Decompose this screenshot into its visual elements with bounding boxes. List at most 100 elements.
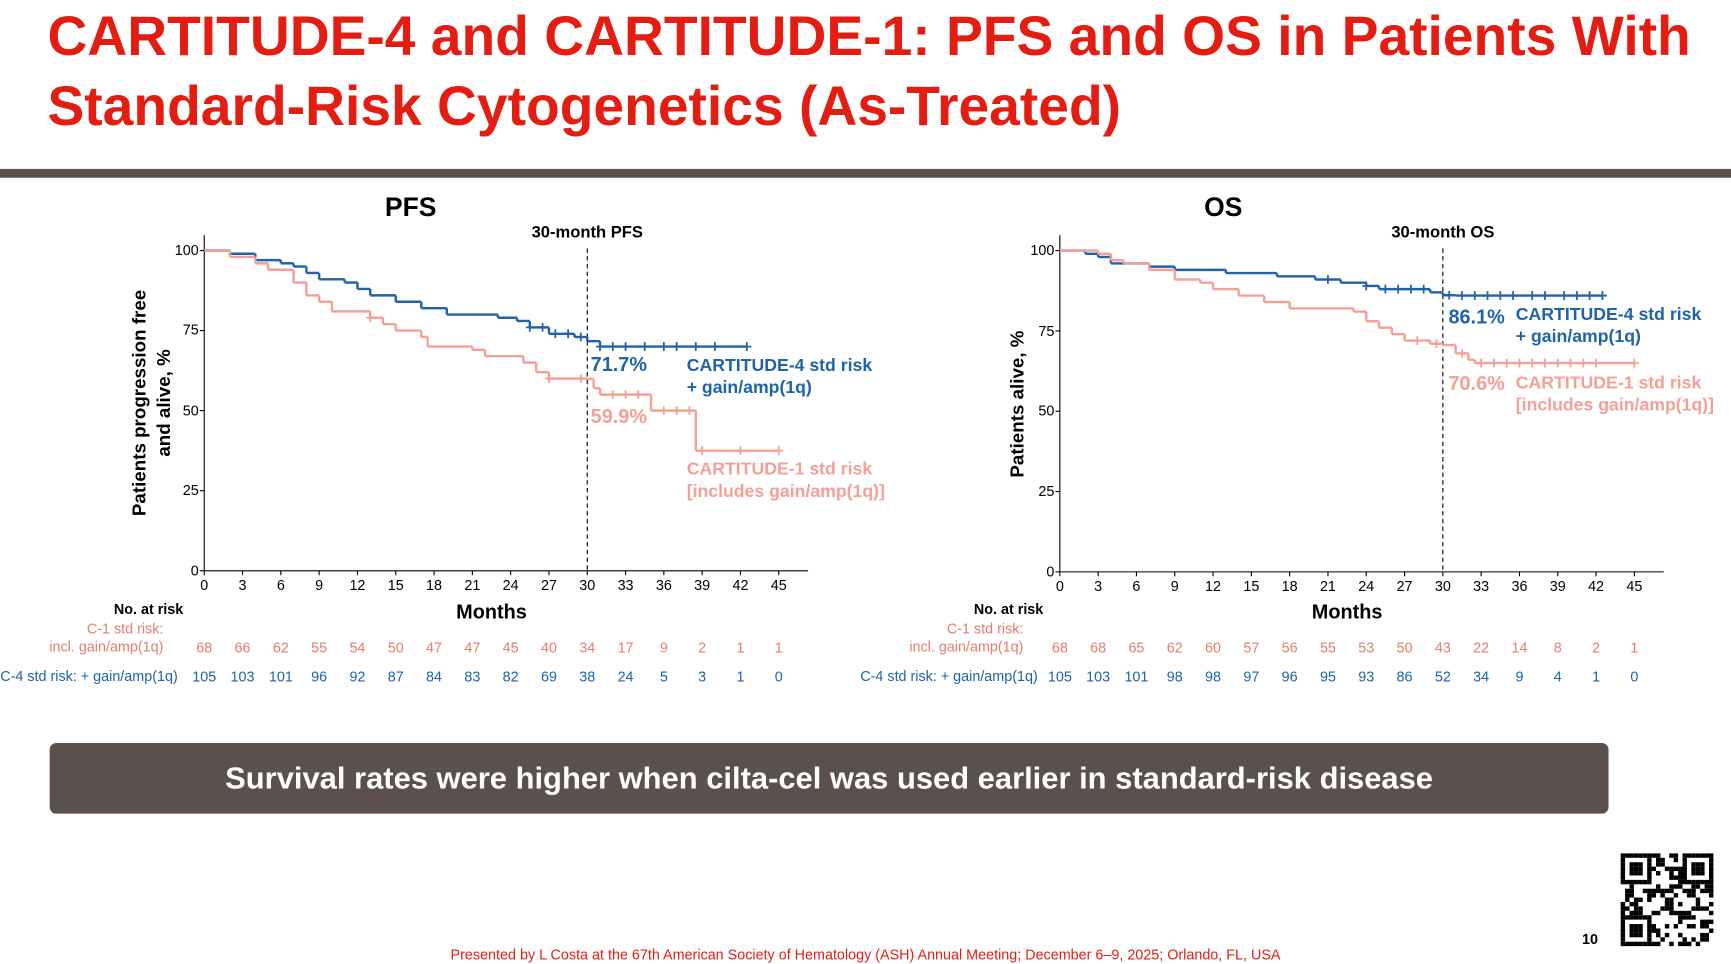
qr-module (1664, 932, 1670, 938)
censor-mark (1419, 284, 1428, 294)
qr-module (1686, 893, 1692, 898)
qr-module (1682, 879, 1687, 885)
qr-module (1695, 901, 1701, 907)
legend-label: CARTITUDE-1 std risk [includes gain/amp(… (686, 460, 885, 502)
qr-module (1647, 857, 1652, 863)
qr-module (1660, 906, 1665, 911)
chart-title: PFS (384, 192, 437, 223)
qr-module (1660, 862, 1665, 867)
qr-module (1682, 875, 1687, 880)
x-tick-label: 3 (238, 576, 247, 594)
qr-module (1669, 941, 1674, 947)
x-tick-label: 0 (1055, 577, 1064, 595)
censor-mark (525, 322, 534, 332)
qr-module (1678, 866, 1683, 872)
censor-mark (1470, 291, 1479, 300)
censor-mark (1560, 291, 1569, 300)
qr-module (1647, 871, 1652, 876)
risk-count: 95 (1319, 668, 1336, 685)
risk-count: 14 (1511, 639, 1528, 657)
qr-module (1691, 879, 1696, 885)
qr-module (1700, 888, 1705, 894)
qr-module (1638, 941, 1643, 947)
qr-module (1673, 884, 1679, 889)
qr-module (1704, 906, 1709, 911)
qr-module (1669, 884, 1674, 889)
qr-module (1708, 866, 1714, 872)
risk-count: 1 (1630, 639, 1639, 657)
qr-module (1708, 901, 1714, 907)
censor-mark (621, 390, 630, 400)
risk-count: 96 (311, 668, 328, 685)
qr-module (1638, 866, 1643, 872)
qr-module (1620, 932, 1626, 938)
qr-module (1669, 871, 1674, 876)
qr-module (1682, 871, 1687, 876)
qr-module (1633, 928, 1639, 933)
risk-count: 50 (1396, 639, 1413, 657)
risk-count: 105 (1047, 668, 1072, 685)
qr-module (1708, 928, 1714, 933)
risk-count: 8 (1553, 639, 1562, 657)
qr-module (1633, 915, 1639, 920)
x-axis-label: Months (456, 600, 527, 623)
risk-count: 4 (1553, 668, 1562, 685)
risk-count: 101 (1124, 668, 1149, 685)
y-axis-label: Patients alive, % (1006, 329, 1028, 478)
risk-count: 24 (617, 668, 634, 685)
footer: Presented by L Costa at the 67th America… (450, 946, 1281, 963)
y-tick-label: 25 (1038, 482, 1055, 500)
risk-count: 43 (1434, 639, 1451, 657)
qr-module (1633, 906, 1639, 911)
qr-module (1673, 875, 1679, 880)
qr-module (1647, 924, 1652, 929)
y-tick-label: 75 (1038, 322, 1055, 339)
qr-module (1704, 937, 1709, 942)
qr-module (1695, 906, 1701, 911)
qr-module (1656, 884, 1661, 889)
qr-module (1625, 915, 1630, 920)
qr-module (1682, 888, 1687, 894)
legend-label: CARTITUDE-1 std risk [includes gain/amp(… (1515, 374, 1715, 416)
qr-module (1704, 924, 1709, 929)
qr-module (1629, 871, 1634, 876)
qr-module (1673, 866, 1679, 872)
risk-count: 17 (617, 639, 634, 657)
censor-mark (1573, 291, 1581, 300)
risk-count: 97 (1243, 668, 1260, 685)
x-tick-label: 21 (464, 576, 481, 594)
qr-module (1691, 893, 1696, 898)
x-tick-label: 42 (732, 576, 749, 594)
qr-module (1673, 853, 1679, 858)
risk-count: 34 (579, 639, 596, 657)
qr-module (1708, 862, 1714, 867)
legend-label: CARTITUDE-4 std risk + gain/amp(1q) (1515, 305, 1702, 347)
banner-text: Survival rates were higher when cilta-ce… (225, 760, 1434, 795)
censor-mark (736, 446, 745, 456)
censor-mark (691, 342, 700, 352)
qr-module (1660, 857, 1665, 863)
qr-module (1673, 857, 1679, 863)
title-rule (0, 168, 1731, 178)
x-tick-label: 18 (426, 576, 443, 594)
qr-module (1633, 897, 1639, 902)
qr-module (1664, 897, 1670, 902)
qr-module (1647, 879, 1652, 885)
x-tick-label: 3 (1094, 577, 1103, 595)
risk-count: 1 (1592, 668, 1601, 685)
qr-module (1660, 893, 1665, 898)
qr-module (1625, 879, 1630, 885)
risk-count: 2 (1592, 639, 1601, 657)
qr-module (1686, 924, 1692, 929)
x-tick-label: 12 (1205, 577, 1222, 595)
risk-row-label: C-4 std risk: + gain/amp(1q) (0, 667, 178, 685)
qr-module (1629, 928, 1634, 933)
censor-mark (1509, 291, 1517, 300)
risk-count: 103 (1086, 668, 1111, 685)
censor-mark (659, 406, 668, 416)
qr-module (1708, 919, 1714, 925)
censor-mark (1496, 291, 1505, 300)
qr-module (1629, 901, 1634, 907)
qr-module (1620, 941, 1626, 947)
